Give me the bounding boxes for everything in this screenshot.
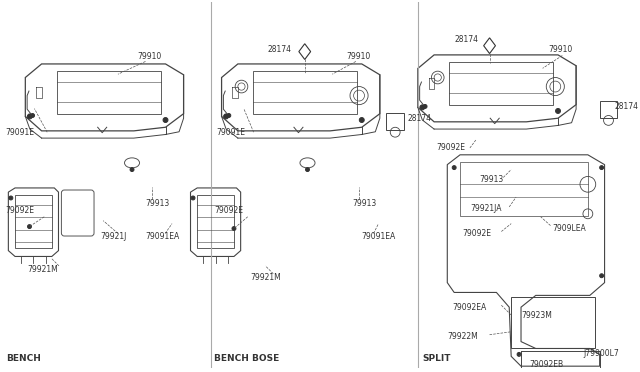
Circle shape [556, 109, 561, 113]
Text: 79092E: 79092E [5, 206, 34, 215]
Circle shape [223, 114, 228, 119]
Text: 79092E: 79092E [436, 144, 465, 153]
Text: 79091E: 79091E [5, 128, 34, 137]
Circle shape [9, 196, 13, 200]
Circle shape [305, 168, 310, 171]
Text: 79921JA: 79921JA [470, 204, 501, 214]
Bar [387, 113, 404, 130]
Circle shape [227, 113, 231, 118]
Text: BENCH BOSE: BENCH BOSE [214, 353, 279, 362]
Circle shape [423, 105, 427, 108]
Text: 28174: 28174 [454, 35, 478, 44]
Text: 79092E: 79092E [214, 206, 243, 215]
Circle shape [232, 227, 236, 231]
Text: 79921J: 79921J [100, 232, 127, 241]
Circle shape [452, 166, 456, 170]
Bar [600, 101, 618, 118]
Circle shape [163, 118, 168, 122]
Text: 79921M: 79921M [251, 273, 282, 282]
Text: 79091EA: 79091EA [145, 232, 180, 241]
Circle shape [359, 118, 364, 122]
Text: 79091EA: 79091EA [362, 232, 396, 241]
Circle shape [28, 114, 32, 119]
Text: 79092E: 79092E [462, 229, 491, 238]
Text: 79910: 79910 [138, 52, 162, 61]
Circle shape [600, 274, 604, 278]
Text: SPLIT: SPLIT [423, 353, 451, 362]
Bar [460, 162, 588, 216]
Bar [521, 352, 600, 372]
Text: 79923M: 79923M [521, 311, 552, 320]
Text: 79913: 79913 [352, 199, 376, 208]
Circle shape [130, 168, 134, 171]
Text: 7909LEA: 7909LEA [552, 224, 586, 233]
Text: 79091E: 79091E [216, 128, 245, 137]
Text: 79913: 79913 [480, 175, 504, 184]
Text: 28174: 28174 [614, 102, 639, 111]
Text: J79900L7: J79900L7 [584, 349, 620, 358]
Text: 79092EA: 79092EA [452, 303, 486, 312]
Text: 79921M: 79921M [28, 265, 58, 274]
Circle shape [517, 352, 521, 356]
Text: 79910: 79910 [346, 52, 371, 61]
Text: 28174: 28174 [408, 114, 432, 123]
Text: 79913: 79913 [145, 199, 170, 208]
Text: 79922M: 79922M [447, 332, 478, 341]
Text: 79910: 79910 [548, 45, 573, 54]
Circle shape [600, 166, 604, 170]
Circle shape [420, 105, 425, 110]
Circle shape [28, 225, 31, 228]
Circle shape [31, 113, 35, 118]
Text: 28174: 28174 [268, 45, 291, 54]
Text: 79092EB: 79092EB [529, 360, 563, 369]
Circle shape [191, 196, 195, 200]
Bar [511, 297, 595, 349]
Text: BENCH: BENCH [6, 353, 41, 362]
